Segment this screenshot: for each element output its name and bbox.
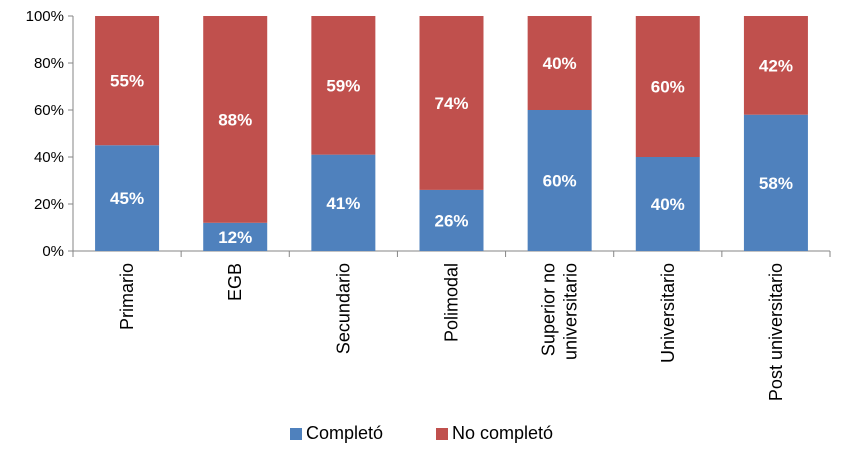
data-label: 60% (543, 172, 577, 191)
bar-completo (95, 145, 160, 251)
data-label: 60% (651, 78, 685, 97)
data-label: 12% (218, 228, 252, 247)
bar-no-completo (527, 16, 592, 110)
x-category-label: Polimodal (442, 263, 462, 342)
data-label: 45% (110, 189, 144, 208)
y-tick-label: 40% (34, 149, 64, 166)
axis-layer: 0% 20% 40% 60% 80% 100% Primario EGB Secundario P… (26, 8, 831, 401)
x-category-label: Universitario (658, 263, 678, 363)
legend-swatch (290, 428, 302, 440)
bar-no-completo (203, 16, 268, 223)
bar-no-completo (635, 16, 700, 157)
x-category-label: Primario (117, 263, 137, 330)
legend: Completó No completó (290, 423, 553, 443)
bar-completo (419, 189, 484, 251)
x-category-label: Post universitario (766, 263, 786, 401)
bar-completo (203, 222, 268, 251)
y-tick-label: 20% (34, 196, 64, 213)
data-label: 40% (651, 195, 685, 214)
data-label: 58% (759, 174, 793, 193)
bar-no-completo (95, 16, 160, 146)
data-label: 74% (434, 94, 468, 113)
bar-completo (311, 154, 376, 251)
labels-layer: 45% 55% 12% 88% 41% 59% 26% 74% 60% 40% 40% 60% 58% 4… (110, 54, 793, 247)
data-label: 40% (543, 54, 577, 73)
data-label: 59% (326, 76, 360, 95)
data-label: 42% (759, 56, 793, 75)
data-label: 26% (434, 211, 468, 230)
bar-completo (743, 114, 808, 251)
y-tick-label: 0% (42, 243, 64, 260)
y-tick-label: 60% (34, 102, 64, 119)
x-category-label: Superior no (539, 263, 559, 356)
bar-no-completo (419, 16, 484, 190)
y-tick-label: 100% (26, 8, 64, 25)
bar-no-completo (311, 16, 376, 155)
x-category-label: EGB (225, 263, 245, 301)
data-label: 88% (218, 110, 252, 129)
data-label: 55% (110, 72, 144, 91)
legend-label: No completó (452, 423, 553, 443)
x-category-label: universitario (561, 263, 581, 360)
bars-layer (95, 16, 808, 251)
x-category-label: Secundario (333, 263, 353, 354)
bar-completo (635, 157, 700, 251)
legend-label: Completó (306, 423, 383, 443)
bar-completo (527, 110, 592, 251)
data-label: 41% (326, 194, 360, 213)
y-tick-label: 80% (34, 55, 64, 72)
bar-no-completo (743, 16, 808, 115)
legend-swatch (436, 428, 448, 440)
